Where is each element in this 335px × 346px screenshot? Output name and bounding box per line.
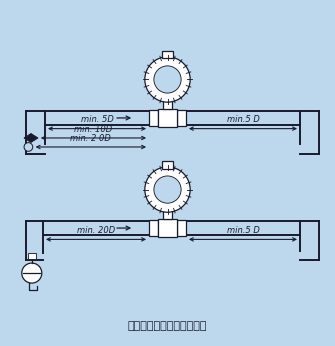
Text: min.5 D: min.5 D [226, 115, 259, 124]
Bar [163, 210, 172, 219]
Circle shape [145, 167, 190, 212]
Bar [158, 109, 177, 127]
Bar [149, 220, 158, 236]
Circle shape [154, 176, 181, 203]
Circle shape [24, 143, 33, 151]
Text: min. 20D: min. 20D [77, 226, 115, 235]
Text: 弯管、阀门和泵之间的安装: 弯管、阀门和泵之间的安装 [128, 321, 207, 331]
Circle shape [22, 263, 42, 283]
Bar [149, 110, 158, 126]
Circle shape [145, 57, 190, 102]
Bar [177, 110, 186, 126]
Polygon shape [24, 134, 31, 142]
Text: min. 10D: min. 10D [74, 125, 113, 134]
Bar [28, 253, 36, 259]
Text: min. 5D: min. 5D [81, 115, 114, 124]
Bar [177, 220, 186, 236]
Circle shape [154, 66, 181, 93]
Bar [162, 161, 173, 169]
Bar [162, 51, 173, 58]
Text: min. 2 0D: min. 2 0D [70, 134, 111, 143]
Bar [163, 99, 172, 109]
Bar [158, 219, 177, 237]
Polygon shape [31, 134, 38, 142]
Text: min.5 D: min.5 D [226, 226, 259, 235]
